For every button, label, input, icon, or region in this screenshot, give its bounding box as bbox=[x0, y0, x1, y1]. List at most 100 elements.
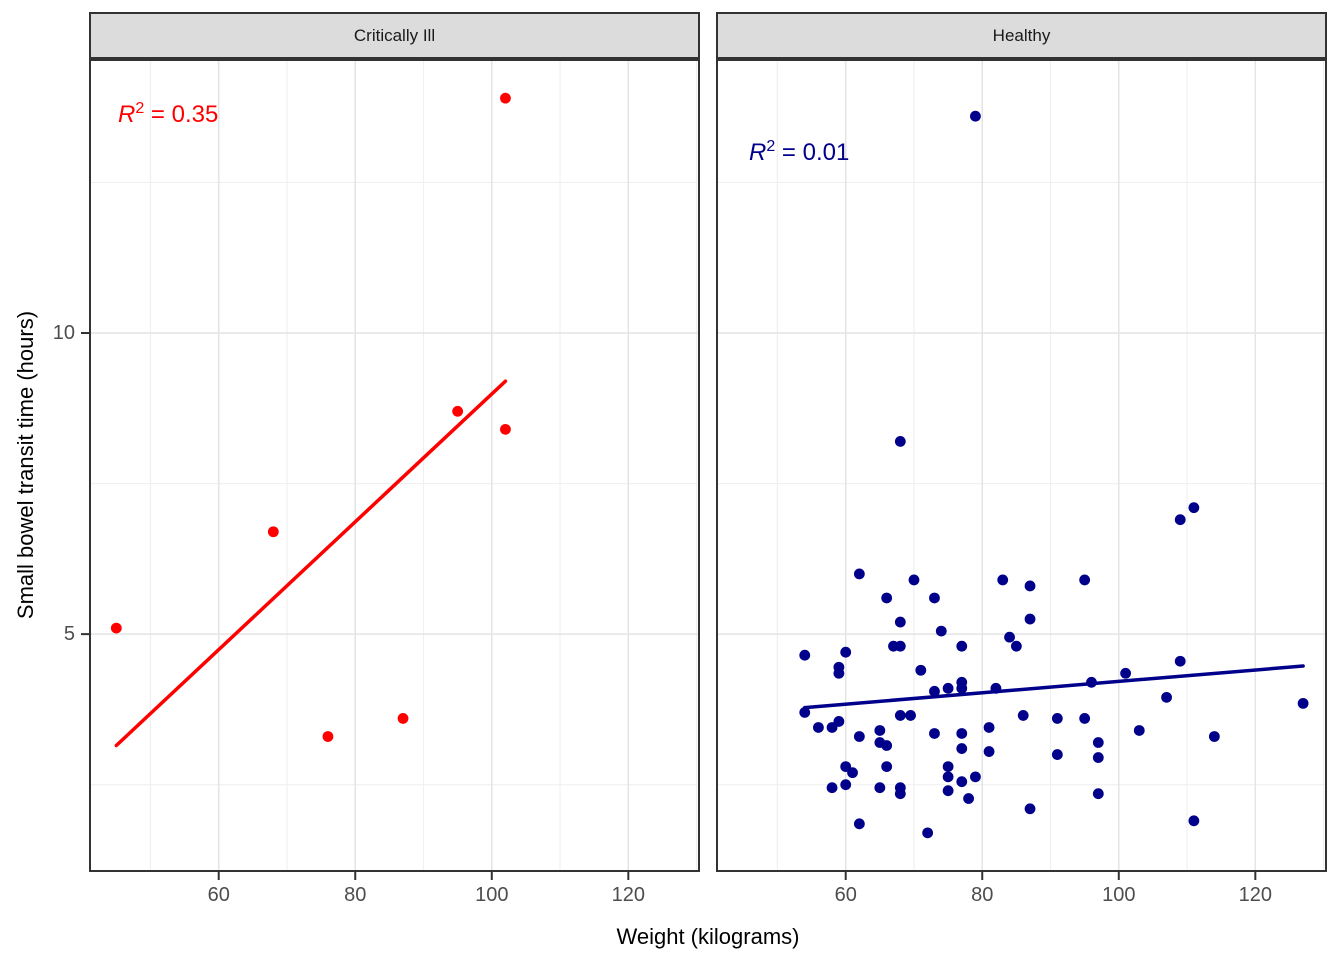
data-point bbox=[1004, 631, 1015, 643]
panel-background bbox=[716, 59, 1327, 872]
r-squared-value: = 0.35 bbox=[144, 101, 219, 128]
data-point bbox=[922, 827, 934, 839]
data-point bbox=[452, 405, 464, 417]
data-point bbox=[894, 710, 906, 721]
data-point bbox=[1024, 613, 1036, 625]
r-squared-base: R bbox=[118, 101, 136, 128]
data-point bbox=[929, 592, 940, 604]
data-point bbox=[894, 616, 906, 628]
x-tick-label: 100 bbox=[475, 884, 509, 906]
plot-panel-healthy bbox=[716, 59, 1327, 880]
data-point bbox=[1297, 697, 1309, 709]
data-point bbox=[1024, 803, 1036, 815]
data-point bbox=[983, 722, 995, 733]
data-point bbox=[874, 725, 886, 736]
data-point bbox=[970, 771, 981, 783]
data-point bbox=[1092, 788, 1104, 800]
facet-strip-critically-ill: Critically Ill bbox=[89, 12, 700, 59]
r-squared-annotation: R2 = 0.01 bbox=[749, 138, 849, 167]
data-point bbox=[1017, 710, 1029, 721]
x-tick-label: 60 bbox=[207, 884, 230, 906]
data-point bbox=[853, 818, 865, 830]
data-point bbox=[799, 649, 811, 661]
data-point bbox=[1051, 713, 1063, 724]
panel-border bbox=[89, 59, 700, 872]
r-squared-exponent: 2 bbox=[766, 138, 776, 155]
data-point bbox=[894, 436, 906, 447]
regression-line bbox=[114, 379, 508, 748]
data-point bbox=[1188, 502, 1200, 514]
x-tick-label: 80 bbox=[971, 884, 994, 906]
r-squared-annotation: R2 = 0.35 bbox=[118, 100, 218, 129]
data-point bbox=[853, 731, 865, 742]
data-point bbox=[881, 740, 893, 751]
data-point bbox=[1079, 713, 1091, 724]
data-point bbox=[1174, 514, 1186, 526]
data-point bbox=[942, 682, 954, 694]
data-point bbox=[983, 746, 995, 757]
data-point bbox=[881, 592, 893, 604]
x-tick-label: 80 bbox=[344, 884, 367, 906]
data-point bbox=[956, 728, 968, 739]
data-point bbox=[500, 423, 511, 435]
data-point bbox=[942, 771, 954, 783]
data-point bbox=[970, 110, 981, 122]
data-point bbox=[1208, 731, 1220, 742]
data-point bbox=[929, 685, 940, 697]
data-point bbox=[874, 782, 886, 794]
data-point bbox=[963, 793, 974, 804]
y-tick-label: 5 bbox=[63, 623, 75, 646]
data-point bbox=[833, 667, 845, 679]
data-point bbox=[267, 526, 279, 538]
data-point bbox=[1051, 749, 1063, 760]
data-point bbox=[322, 731, 334, 742]
facet-strip-healthy: Healthy bbox=[716, 12, 1327, 59]
data-point bbox=[1092, 737, 1104, 748]
x-axis-title: Weight (kilograms) bbox=[616, 924, 800, 949]
data-point bbox=[956, 776, 968, 788]
data-point bbox=[894, 788, 906, 800]
data-point bbox=[853, 568, 865, 580]
data-point bbox=[942, 761, 954, 773]
facet-strip-label: Healthy bbox=[992, 25, 1051, 45]
data-point bbox=[894, 640, 906, 652]
x-tick-label: 60 bbox=[834, 884, 857, 906]
x-tick-label: 120 bbox=[1238, 884, 1272, 906]
data-point bbox=[1010, 640, 1022, 652]
data-point bbox=[935, 625, 947, 637]
data-point bbox=[956, 640, 968, 652]
data-point bbox=[1024, 580, 1036, 592]
data-point bbox=[840, 646, 852, 658]
data-point bbox=[905, 710, 916, 721]
data-point bbox=[1120, 667, 1132, 679]
r-squared-base: R bbox=[749, 139, 767, 166]
y-tick-label: 10 bbox=[52, 322, 75, 344]
data-point bbox=[956, 682, 968, 694]
data-point bbox=[956, 743, 968, 754]
data-point bbox=[1133, 725, 1145, 736]
data-point bbox=[881, 761, 893, 773]
regression-line bbox=[802, 664, 1305, 710]
x-tick-label: 120 bbox=[611, 884, 645, 906]
y-axis-ticks bbox=[81, 332, 89, 636]
x-tick-label: 100 bbox=[1102, 884, 1136, 906]
data-point bbox=[908, 574, 920, 586]
panel-background bbox=[89, 59, 700, 872]
data-point bbox=[1161, 691, 1172, 703]
facet-strip-label: Critically Ill bbox=[353, 25, 436, 45]
data-point bbox=[847, 767, 858, 779]
data-point bbox=[799, 707, 811, 718]
data-point bbox=[997, 574, 1009, 586]
data-point bbox=[833, 716, 845, 727]
r-squared-value: = 0.01 bbox=[775, 139, 850, 166]
plot-panel-critically-ill bbox=[89, 59, 700, 880]
data-point bbox=[1188, 815, 1200, 827]
data-point bbox=[1086, 676, 1097, 688]
data-point bbox=[1174, 655, 1186, 667]
data-point bbox=[500, 92, 511, 104]
data-point bbox=[840, 779, 852, 791]
data-point bbox=[110, 622, 122, 634]
data-point bbox=[915, 664, 927, 676]
panel-border bbox=[716, 59, 1327, 872]
